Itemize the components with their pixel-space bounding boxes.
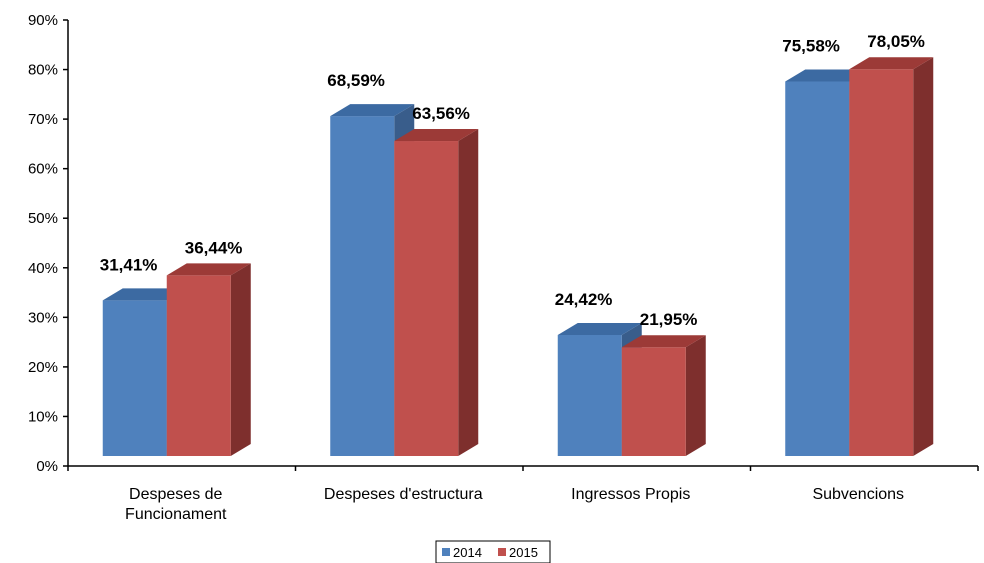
bar-front	[330, 116, 395, 456]
y-tick-label: 60%	[28, 161, 58, 178]
bar-top	[166, 263, 251, 276]
data-label: 78,05%	[867, 32, 925, 51]
bar-top	[102, 288, 187, 301]
category-label: Despeses d'estructura	[324, 486, 483, 503]
bar-front	[102, 300, 167, 456]
bar-front	[557, 334, 622, 456]
x-axis: Despeses de Funcionament Despeses d'estruc…	[67, 465, 979, 523]
y-tick-label: 90%	[28, 12, 58, 29]
data-label: 24,42%	[555, 290, 613, 309]
data-label: 75,58%	[782, 36, 840, 55]
category-label: Ingressos Propis	[571, 486, 690, 503]
legend-label: 2014	[453, 545, 482, 560]
bar-top	[330, 104, 415, 117]
bar-front	[785, 81, 850, 457]
bar-side	[458, 129, 479, 456]
data-label: 63,56%	[412, 104, 470, 123]
bars	[102, 57, 934, 457]
legend-label: 2015	[509, 545, 538, 560]
category-label: Subvencions	[812, 486, 904, 503]
bar-front	[394, 141, 459, 456]
bar-side	[685, 335, 706, 456]
y-tick-label: 10%	[28, 408, 58, 425]
bar-top	[621, 335, 706, 348]
y-tick-label: 20%	[28, 359, 58, 376]
bar	[621, 335, 706, 456]
bar-top	[785, 69, 870, 82]
y-tick-label: 40%	[28, 260, 58, 277]
bar-front	[621, 347, 686, 456]
y-tick-label: 30%	[28, 309, 58, 326]
data-label: 36,44%	[185, 238, 243, 257]
legend-box	[435, 540, 551, 563]
data-label: 21,95%	[640, 310, 698, 329]
bar-top	[849, 57, 934, 70]
y-tick-label: 70%	[28, 111, 58, 128]
y-axis: 0% 10% 20% 30% 40% 50% 60% 70% 80% 90%	[28, 12, 69, 475]
bar	[849, 57, 934, 457]
legend-swatch	[498, 548, 506, 556]
data-label: 68,59%	[327, 71, 385, 90]
data-labels: 31,41% 36,44% 68,59% 63,56% 24,42% 21,95% 75,5…	[100, 32, 925, 329]
data-label: 31,41%	[100, 255, 158, 274]
bar-top	[394, 129, 479, 142]
bar-front	[166, 275, 231, 456]
bar-side	[230, 263, 251, 456]
category-label: Funcionament	[125, 506, 227, 523]
category-label: Despeses de	[129, 486, 222, 503]
legend: 2014 2015	[435, 540, 551, 563]
y-tick-label: 50%	[28, 210, 58, 227]
bar	[166, 263, 251, 456]
bar-side	[913, 57, 934, 457]
y-tick-label: 80%	[28, 62, 58, 79]
legend-swatch	[442, 548, 450, 556]
bar	[394, 129, 479, 456]
y-tick-label: 0%	[36, 458, 58, 475]
bar-front	[849, 69, 914, 457]
bar-top	[557, 322, 642, 335]
